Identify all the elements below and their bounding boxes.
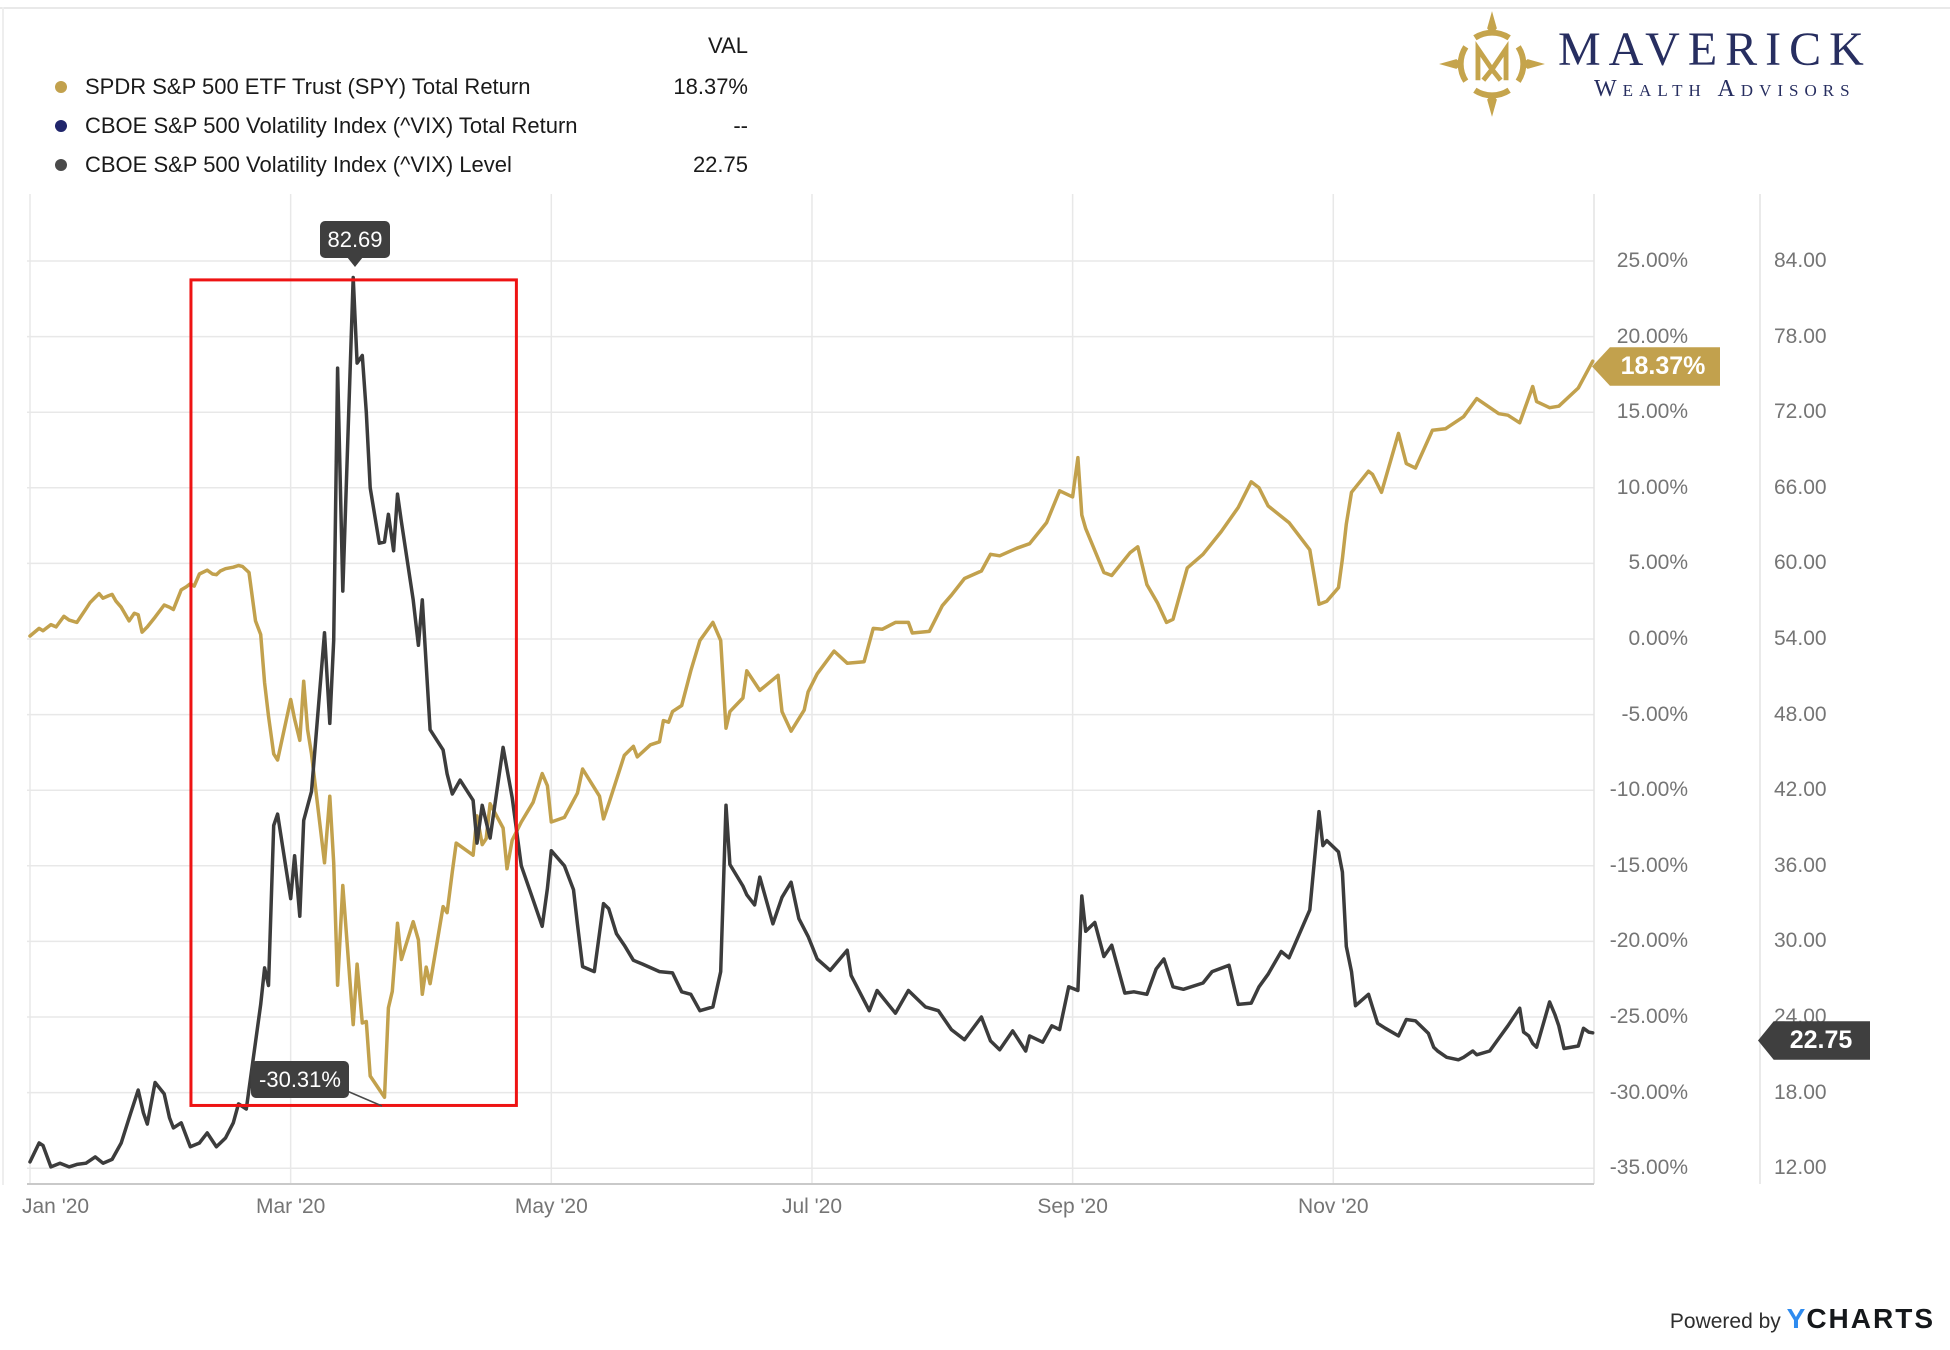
compass-icon	[1439, 11, 1545, 117]
ycharts-logo-y: Y	[1786, 1303, 1807, 1334]
logo-title: MAVERICK	[1558, 23, 1872, 76]
x-axis-tick: Jan '20	[22, 1195, 90, 1218]
highlight-box	[189, 278, 518, 1107]
level-axis-tick: 42.00	[1774, 778, 1827, 802]
percent-axis-tick: 5.00%	[1628, 551, 1688, 575]
legend-item-vix-level[interactable]: CBOE S&P 500 Volatility Index (^VIX) Lev…	[55, 150, 512, 180]
x-axis-tick: Mar '20	[255, 1195, 326, 1218]
legend-label: CBOE S&P 500 Volatility Index (^VIX) Tot…	[85, 113, 578, 138]
level-axis-tick: 48.00	[1774, 702, 1827, 726]
vix-total-return-current-value: --	[733, 113, 748, 138]
level-axis-tick: 30.00	[1774, 929, 1827, 953]
level-axis-tick: 78.00	[1774, 324, 1827, 348]
level-axis-tick: 66.00	[1774, 475, 1827, 499]
percent-axis-tick: -15.00%	[1609, 853, 1688, 877]
vix-level-current-value: 22.75	[692, 152, 748, 177]
level-axis-tick: 60.00	[1774, 551, 1827, 575]
level-axis-tick: 84.00	[1774, 249, 1827, 272]
legend-item-spy-total-return[interactable]: SPDR S&P 500 ETF Trust (SPY) Total Retur…	[55, 72, 530, 102]
val-column-header: VAL	[708, 33, 748, 58]
x-axis-tick: May '20	[514, 1195, 588, 1218]
maverick-wealth-advisors-logo: MAVERICK Wealth Advisors	[1438, 10, 1872, 118]
level-axis-tick: 72.00	[1774, 400, 1827, 424]
page-top-border	[0, 7, 1950, 9]
percent-axis-tick: 15.00%	[1616, 400, 1688, 424]
legend-item-vix-total-return[interactable]: CBOE S&P 500 Volatility Index (^VIX) Tot…	[55, 111, 578, 141]
x-axis-tick: Nov '20	[1298, 1195, 1369, 1218]
vix-last-value-badge: 22.75	[1758, 1021, 1870, 1060]
level-axis-tick: 18.00	[1774, 1080, 1827, 1104]
legend-label: CBOE S&P 500 Volatility Index (^VIX) Lev…	[85, 152, 512, 177]
percent-axis-tick: 20.00%	[1616, 324, 1688, 348]
ycharts-logo-text: CHARTS	[1806, 1303, 1935, 1334]
page-left-border	[2, 7, 4, 1185]
percent-axis-tick: -5.00%	[1621, 702, 1688, 726]
legend-label: SPDR S&P 500 ETF Trust (SPY) Total Retur…	[85, 74, 531, 99]
percent-axis-tick: -10.00%	[1609, 778, 1688, 802]
vix-total-return-series-color-dot	[55, 120, 67, 132]
powered-by-ycharts[interactable]: Powered by YCHARTS	[1635, 1303, 1935, 1335]
series-line-0[interactable]	[28, 359, 1595, 1100]
percent-axis-tick: -25.00%	[1609, 1005, 1688, 1028]
x-axis-tick: Sep '20	[1037, 1195, 1108, 1218]
trough-annotation-connector	[346, 1090, 383, 1107]
percent-axis-tick: 10.00%	[1616, 475, 1688, 499]
vix-peak-annotation: 82.69	[320, 221, 390, 267]
spy-current-value: 18.37%	[673, 74, 748, 99]
vix-level-series-color-dot	[55, 159, 67, 171]
x-axis-tick: Jul '20	[781, 1195, 842, 1218]
percent-axis-tick: -20.00%	[1609, 929, 1688, 953]
percent-axis-tick: 25.00%	[1616, 249, 1688, 272]
powered-by-text: Powered by	[1669, 1310, 1781, 1333]
level-axis-tick: 36.00	[1774, 853, 1827, 877]
spy-last-value-badge: 18.37%	[1592, 347, 1720, 386]
percent-axis-tick: -30.00%	[1609, 1080, 1688, 1104]
spy-series-color-dot	[55, 81, 67, 93]
spy-trough-annotation: -30.31%	[251, 1061, 349, 1098]
percent-axis-tick: 0.00%	[1628, 627, 1688, 650]
level-axis-tick: 12.00	[1774, 1156, 1827, 1180]
percent-axis-tick: -35.00%	[1609, 1156, 1688, 1180]
logo-subtitle: Wealth Advisors	[1594, 76, 1856, 102]
level-axis-tick: 54.00	[1774, 627, 1827, 650]
series-line-2[interactable]	[28, 275, 1595, 1169]
